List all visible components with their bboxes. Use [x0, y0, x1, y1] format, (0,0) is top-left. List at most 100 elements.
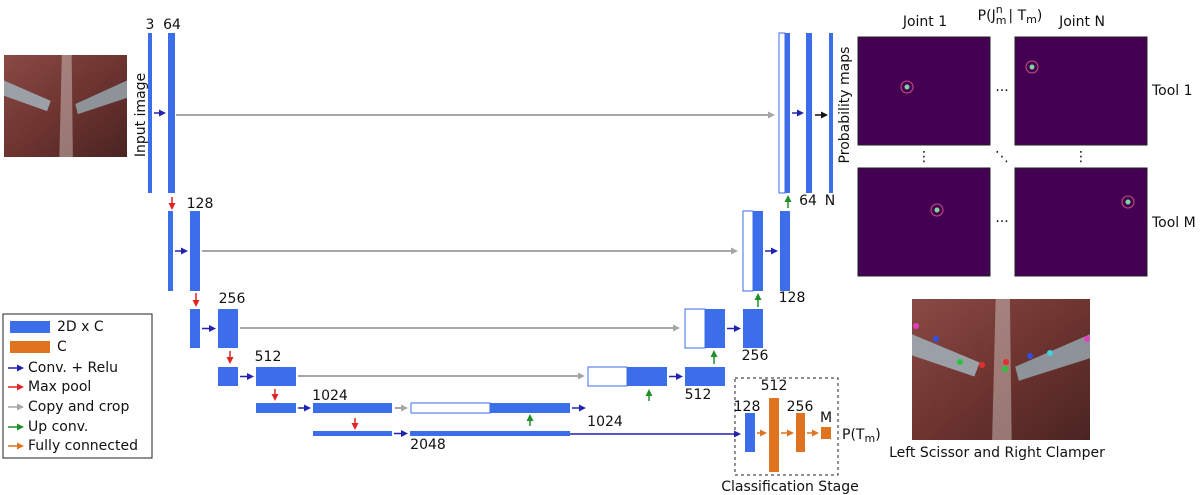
arrow-head [734, 430, 741, 438]
block [705, 309, 725, 348]
arrow-head [821, 111, 828, 119]
arrow [807, 429, 819, 437]
heatmap-ring [900, 80, 914, 94]
block [780, 211, 790, 291]
block [190, 309, 200, 348]
arrow [226, 351, 234, 364]
arrow-head [710, 350, 718, 357]
arrow [8, 383, 24, 391]
legend-box [2, 313, 153, 459]
arrow-head [578, 372, 585, 380]
arrow-head [226, 357, 234, 364]
heatmap-peak [1125, 199, 1131, 205]
keypoint [1002, 366, 1008, 372]
arrow [781, 429, 794, 437]
copied-block [742, 210, 754, 292]
formula: P(Jn m | Tm) [978, 3, 1043, 27]
legend-label: 2D x C [57, 319, 104, 335]
legend-label: Copy and crop [28, 399, 129, 415]
arrow-head [17, 364, 24, 372]
arrow [572, 404, 586, 412]
arrow [526, 414, 534, 426]
arrow [8, 403, 24, 411]
stage-title: Classification Stage [721, 479, 859, 495]
block [806, 33, 812, 193]
arrow [8, 423, 24, 431]
block [743, 309, 763, 348]
block [313, 431, 392, 436]
heatmap [1014, 36, 1148, 146]
block [745, 413, 755, 452]
arrow [669, 373, 683, 380]
formula-part: ) [875, 427, 880, 443]
keypoint [1047, 350, 1053, 356]
photo-tissue [59, 55, 73, 157]
heatmap-ring [1025, 60, 1039, 74]
arrow-head [771, 247, 778, 255]
arrow-head [17, 403, 24, 411]
keypoint [1084, 336, 1090, 342]
output-label: Probability maps [837, 47, 853, 164]
block [685, 367, 725, 386]
arrow-head [797, 109, 804, 117]
stage-box [734, 377, 839, 476]
formula-part: ) [1037, 8, 1042, 24]
channel-label: M [820, 410, 832, 426]
heatmap-peak [904, 84, 910, 90]
arrow [765, 247, 778, 255]
arrow [176, 111, 775, 119]
arrow-head [676, 373, 683, 380]
arrow [784, 195, 792, 208]
arrow-head [734, 325, 741, 332]
block [829, 33, 833, 193]
arrow [351, 418, 359, 430]
copied-block [778, 32, 786, 194]
ellipsis: ⋮ [1074, 149, 1088, 165]
arrow-head [192, 300, 200, 307]
caption: Left Scissor and Right Clamper [889, 445, 1105, 461]
arrow-head [760, 429, 767, 437]
photo-tissue [992, 299, 1012, 440]
arrow [754, 293, 762, 307]
channel-label: 512 [255, 349, 282, 365]
formula-part: | T [1008, 8, 1026, 24]
keypoint [1027, 353, 1033, 359]
channel-label: 1024 [587, 414, 623, 430]
heatmap [1014, 167, 1148, 277]
channel-label: 128 [779, 290, 806, 306]
channel-label: 3 [146, 17, 155, 33]
channel-label: 512 [685, 387, 712, 403]
arrow-head [673, 324, 680, 332]
input-label: Input image [133, 73, 149, 157]
column-label: Joint 1 [902, 14, 947, 30]
channel-label: 512 [761, 378, 788, 394]
formula-sup: n [996, 3, 1003, 16]
arrow-head [731, 247, 738, 255]
block [769, 398, 779, 472]
arrow-head [754, 293, 762, 300]
legend-label: Max pool [28, 379, 91, 395]
channel-label: 128 [187, 196, 214, 212]
heatmap-ring [1121, 195, 1135, 209]
legend-swatch [10, 321, 50, 333]
arrow [202, 247, 738, 255]
block [218, 309, 238, 348]
arrow-head [579, 404, 586, 412]
arrow [395, 404, 408, 412]
block [168, 33, 175, 193]
arrow [240, 373, 254, 380]
ellipsis: ⋮ [917, 149, 931, 165]
arrow-head [401, 430, 408, 437]
arrow [271, 389, 279, 401]
channel-label: 64 [163, 17, 181, 33]
arrow [815, 111, 828, 119]
photo-tool [75, 80, 127, 115]
heatmap-peak [934, 207, 940, 213]
arrow-head [247, 373, 254, 380]
arrow-head [271, 394, 279, 401]
keypoint [957, 359, 963, 365]
arrow-head [168, 203, 176, 210]
arrow-head [768, 111, 775, 119]
formula-sub: m [996, 14, 1007, 27]
